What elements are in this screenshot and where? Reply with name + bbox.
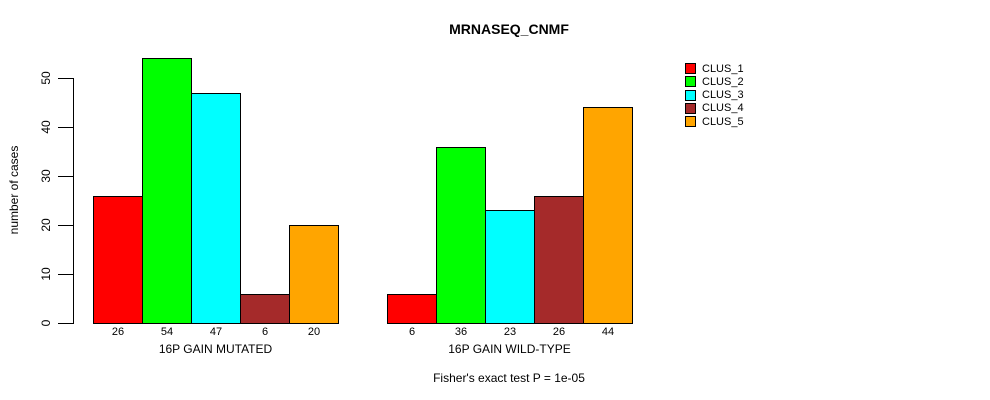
legend-item-clus_2: CLUS_2 (685, 75, 744, 88)
legend-swatch-icon (685, 102, 696, 114)
y-tick-mark (58, 274, 73, 275)
legend-item-clus_5: CLUS_5 (685, 115, 744, 128)
legend-swatch-icon (685, 89, 696, 101)
bar-value-label: 54 (160, 326, 174, 338)
legend-label: CLUS_2 (702, 75, 744, 88)
bar-value-label: 36 (454, 326, 468, 338)
bar-clus_3-group1 (191, 93, 241, 324)
legend-swatch-icon (685, 76, 696, 88)
y-tick-mark (58, 127, 73, 128)
bar-value-label: 47 (209, 326, 223, 338)
bar-value-label: 20 (307, 326, 321, 338)
chart-title: MRNASEQ_CNMF (449, 21, 569, 37)
bar-clus_1-group2 (387, 294, 437, 324)
legend-label: CLUS_4 (702, 102, 744, 115)
bar-value-label: 26 (552, 326, 566, 338)
bar-clus_2-group2 (436, 147, 486, 324)
y-tick-label: 0 (39, 319, 53, 327)
y-tick-label: 40 (39, 120, 53, 134)
bar-value-label: 44 (601, 326, 615, 338)
bar-clus_5-group2 (583, 107, 633, 324)
y-axis-label: number of cases (7, 145, 21, 235)
x-group-label: 16P GAIN WILD-TYPE (448, 342, 571, 356)
bar-clus_5-group1 (289, 225, 339, 324)
y-tick-mark (58, 225, 73, 226)
bar-clus_2-group1 (142, 58, 192, 324)
bar-clus_4-group2 (534, 196, 584, 324)
legend-label: CLUS_3 (702, 89, 744, 102)
legend-swatch-icon (685, 63, 696, 74)
legend-item-clus_4: CLUS_4 (685, 102, 744, 115)
bar-value-label: 23 (503, 326, 517, 338)
bar-clus_4-group1 (240, 294, 290, 324)
y-tick-mark (58, 176, 73, 177)
y-tick-label: 10 (39, 267, 53, 281)
bar-clus_3-group2 (485, 210, 535, 324)
x-group-label: 16P GAIN MUTATED (158, 342, 273, 356)
legend-item-clus_3: CLUS_3 (685, 89, 744, 102)
y-tick-label: 20 (39, 218, 53, 232)
fisher-test-caption: Fisher's exact test P = 1e-05 (433, 371, 585, 385)
legend-item-clus_1: CLUS_1 (685, 62, 744, 75)
bar-clus_1-group1 (93, 196, 143, 324)
legend-swatch-icon (685, 116, 696, 128)
y-tick-mark (58, 323, 73, 324)
bar-value-label: 6 (261, 326, 269, 338)
y-tick-label: 30 (39, 169, 53, 183)
y-axis (73, 78, 74, 324)
bar-value-label: 26 (111, 326, 125, 338)
legend-label: CLUS_1 (702, 62, 744, 75)
legend-label: CLUS_5 (702, 115, 744, 128)
bar-value-label: 6 (408, 326, 416, 338)
y-tick-mark (58, 78, 73, 79)
y-tick-label: 50 (39, 71, 53, 85)
